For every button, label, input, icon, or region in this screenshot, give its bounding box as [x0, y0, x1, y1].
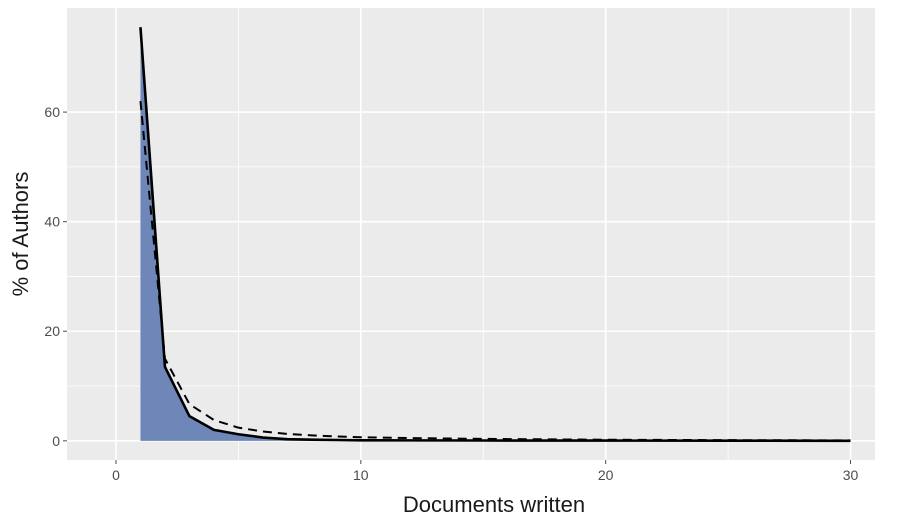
- y-tick-label: 60: [44, 104, 60, 120]
- x-tick-label: 0: [112, 467, 120, 483]
- x-tick-label: 20: [598, 467, 614, 483]
- x-tick-label: 30: [843, 467, 859, 483]
- y-tick-label: 20: [44, 323, 60, 339]
- x-tick-label: 10: [353, 467, 369, 483]
- chart-marks: [139, 27, 851, 443]
- solid-series-line: [139, 27, 851, 443]
- y-tick-label: 0: [52, 433, 60, 449]
- y-tick-label: 40: [44, 214, 60, 230]
- x-axis-title: Documents written: [403, 492, 585, 517]
- plot-panel: [67, 8, 875, 460]
- axis-ticks: 0 10 20 30 0 20 40 60: [44, 104, 858, 483]
- y-axis-title: % of Authors: [8, 172, 33, 297]
